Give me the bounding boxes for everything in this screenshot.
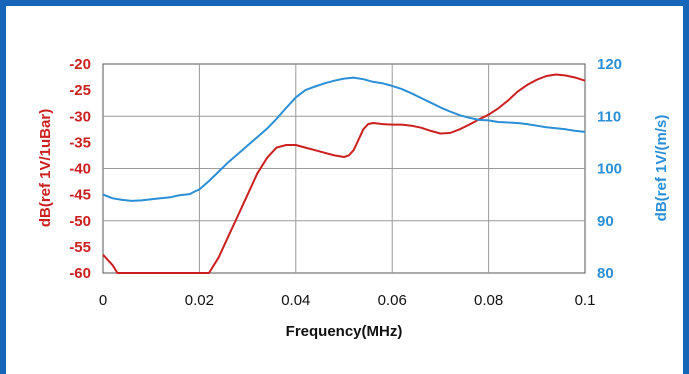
series-line-right-axis (102, 76, 586, 202)
y-axis-label-left: dB(ref 1V/1uBar) (37, 109, 54, 227)
y-tick-label-left: -60 (69, 265, 91, 282)
x-tick-label: 0.1 (575, 292, 596, 309)
y-tick-label-left: -30 (69, 108, 91, 125)
y-tick-label-left: -40 (69, 161, 91, 178)
y-tick-label-left: -55 (69, 239, 91, 256)
grid-lines (103, 64, 585, 273)
y-tick-label-right: 90 (597, 213, 614, 230)
x-tick-label: 0.04 (281, 292, 310, 309)
series-line-left-axis (102, 73, 586, 274)
y-tick-label-right: 100 (597, 161, 622, 178)
y-axis-label-right: dB(ref 1V/(m/s) (653, 115, 670, 222)
y-tick-label-right: 120 (597, 56, 622, 73)
y-tick-label-left: -50 (69, 213, 91, 230)
x-tick-label: 0.08 (474, 292, 503, 309)
x-tick-label: 0.02 (185, 292, 214, 309)
x-tick-label: 0.06 (378, 292, 407, 309)
series-lines (102, 73, 586, 274)
y-tick-label-left: -35 (69, 134, 91, 151)
y-tick-label-right: 110 (597, 108, 621, 125)
x-axis-label: Frequency(MHz) (286, 323, 403, 340)
x-tick-label: 0 (99, 292, 107, 309)
y-tick-label-left: -45 (69, 187, 91, 204)
y-tick-label-left: -20 (69, 56, 91, 73)
y-tick-label-left: -25 (69, 82, 91, 99)
tick-labels: 0 0.02 0.04 0.06 0.08 0.1 120 110 100 90 80 -20 -25 -… (69, 56, 622, 309)
y-tick-label-right: 80 (597, 265, 614, 282)
